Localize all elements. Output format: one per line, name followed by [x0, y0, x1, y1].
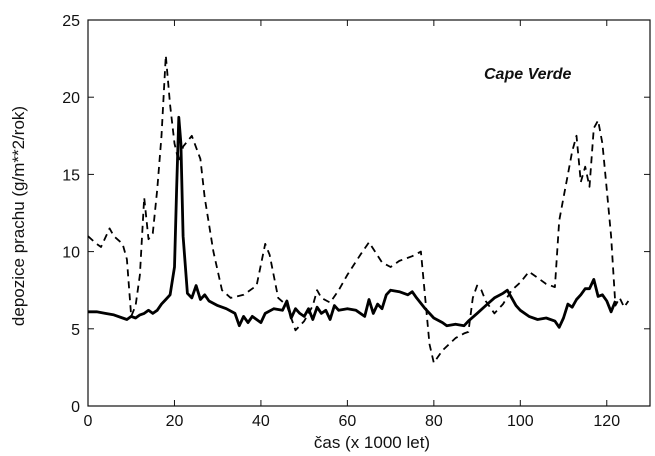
y-tick-label: 15 — [62, 167, 80, 184]
x-tick-label: 80 — [425, 413, 443, 430]
y-tick-label: 0 — [71, 399, 80, 416]
x-tick-label: 60 — [338, 413, 356, 430]
series-solid-line — [88, 115, 617, 329]
y-tick-label: 20 — [62, 90, 80, 107]
x-tick-label: 0 — [84, 413, 93, 430]
y-tick-label: 5 — [71, 322, 80, 339]
axis-tick-labels: 0 20 40 60 80 100 120 0 5 10 15 20 25 — [62, 13, 620, 430]
x-tick-label: 20 — [166, 413, 184, 430]
y-tick-label: 10 — [62, 245, 80, 262]
x-tick-label: 100 — [507, 413, 534, 430]
x-tick-label: 120 — [593, 413, 620, 430]
series-layer — [87, 54, 630, 364]
series-dashed-line — [87, 54, 630, 364]
chart-annotation: Cape Verde — [484, 66, 572, 83]
x-axis-label: čas (x 1000 let) — [314, 433, 430, 452]
x-tick-label: 40 — [252, 413, 270, 430]
axis-ticks — [87, 19, 650, 407]
plot-frame — [87, 19, 651, 407]
y-tick-label: 25 — [62, 13, 80, 30]
y-axis-label: depozice prachu (g/m**2/rok) — [9, 106, 28, 326]
